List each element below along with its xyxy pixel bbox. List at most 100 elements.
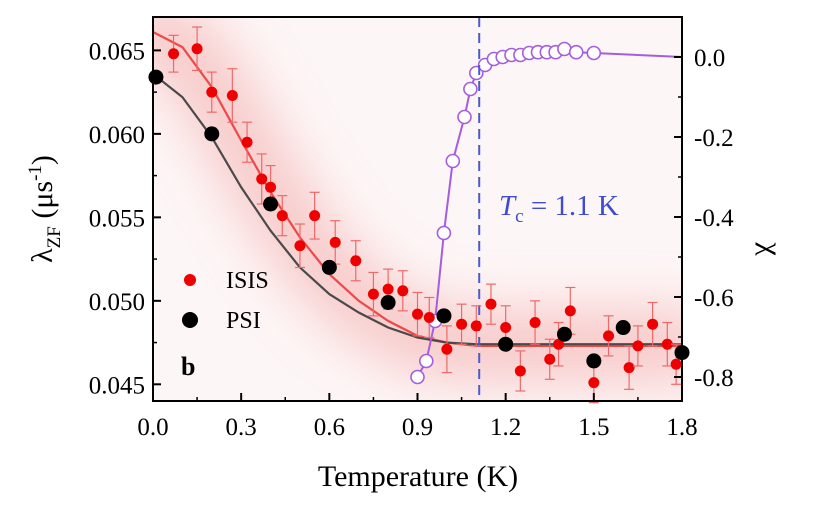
y-left-axis-title-rest: (μs bbox=[26, 181, 59, 226]
isis-marker bbox=[603, 330, 615, 342]
x-tick-label: 1.5 bbox=[578, 414, 609, 441]
y-left-tick-label: 0.065 bbox=[89, 38, 145, 65]
y-right-tick-label: -0.6 bbox=[694, 285, 734, 312]
psi-marker bbox=[556, 326, 572, 342]
x-axis-ticks: 0.0 0.3 0.6 0.9 1.2 1.5 1.8 bbox=[137, 393, 698, 441]
isis-marker bbox=[265, 181, 277, 193]
legend-isis-marker bbox=[184, 274, 196, 286]
isis-point bbox=[441, 325, 453, 374]
isis-marker bbox=[441, 343, 453, 355]
isis-point bbox=[553, 321, 565, 367]
chi-point bbox=[445, 153, 461, 169]
isis-point bbox=[470, 305, 482, 347]
isis-point bbox=[309, 191, 321, 240]
isis-point bbox=[423, 296, 435, 339]
isis-point bbox=[647, 301, 659, 347]
psi-marker bbox=[321, 259, 337, 275]
isis-point bbox=[168, 34, 180, 73]
psi-marker bbox=[263, 196, 279, 212]
isis-point bbox=[529, 300, 541, 345]
psi-point bbox=[615, 320, 631, 336]
tc-annotation-symbol: T bbox=[499, 190, 517, 222]
isis-point bbox=[632, 325, 644, 367]
isis-point bbox=[514, 350, 526, 392]
y-left-tick-label: 0.060 bbox=[89, 122, 145, 149]
y-left-axis-title: λZF (μs-1) bbox=[25, 155, 65, 263]
tc-annotation-value: = 1.1 K bbox=[524, 190, 619, 222]
isis-marker bbox=[397, 285, 409, 297]
isis-marker bbox=[670, 358, 682, 370]
x-axis-title: Temperature (K) bbox=[318, 460, 518, 493]
isis-point bbox=[350, 240, 362, 282]
chi-point bbox=[410, 369, 425, 385]
psi-marker bbox=[436, 308, 452, 324]
isis-point bbox=[241, 121, 253, 163]
isis-point bbox=[191, 26, 203, 72]
isis-point bbox=[226, 68, 238, 123]
y-left-axis-title-main: λ bbox=[26, 248, 59, 263]
legend-psi-label: PSI bbox=[226, 308, 261, 334]
x-tick-label: 0.0 bbox=[137, 414, 168, 441]
isis-marker bbox=[623, 362, 635, 374]
isis-marker bbox=[206, 86, 218, 98]
isis-marker bbox=[241, 136, 253, 148]
isis-point bbox=[456, 303, 468, 345]
psi-point bbox=[556, 326, 572, 342]
fit-curve-psi bbox=[153, 72, 682, 346]
y-left-tick-label: 0.045 bbox=[89, 372, 145, 399]
y-right-axis-title: χ bbox=[755, 241, 788, 256]
isis-marker bbox=[470, 320, 482, 332]
isis-marker bbox=[456, 318, 468, 330]
isis-point bbox=[544, 338, 556, 380]
y-left-tick-label: 0.055 bbox=[89, 205, 145, 232]
isis-point bbox=[276, 195, 288, 237]
x-tick-label: 1.8 bbox=[666, 414, 697, 441]
y-right-tick-label: -0.4 bbox=[694, 205, 734, 232]
isis-marker bbox=[500, 322, 512, 334]
legend: ISIS PSI bbox=[182, 268, 269, 334]
isis-point bbox=[661, 321, 673, 367]
y-left-tick-label: 0.050 bbox=[89, 289, 145, 316]
isis-marker bbox=[647, 318, 659, 330]
psi-marker bbox=[615, 320, 631, 336]
isis-marker bbox=[553, 338, 565, 350]
isis-point bbox=[412, 291, 423, 337]
psi-point bbox=[263, 196, 279, 212]
isis-marker bbox=[191, 43, 203, 55]
isis-marker bbox=[276, 210, 288, 222]
isis-marker bbox=[564, 305, 576, 317]
psi-point bbox=[204, 126, 220, 142]
psi-point bbox=[498, 336, 514, 352]
psi-series bbox=[148, 69, 690, 369]
tc-annotation: Tc = 1.1 K bbox=[499, 190, 619, 227]
psi-point bbox=[148, 69, 164, 85]
isis-marker bbox=[632, 340, 644, 352]
chi-point bbox=[568, 44, 584, 60]
psi-point bbox=[436, 308, 452, 324]
isis-marker bbox=[226, 89, 238, 101]
psi-marker bbox=[498, 336, 514, 352]
y-right-tick-label: -0.8 bbox=[694, 365, 734, 392]
y-left-axis-title-close: ) bbox=[26, 155, 59, 165]
x-tick-label: 0.9 bbox=[402, 414, 433, 441]
isis-marker bbox=[514, 365, 526, 377]
chi-point bbox=[418, 353, 434, 369]
isis-marker bbox=[168, 48, 180, 60]
isis-point bbox=[485, 283, 497, 325]
isis-marker bbox=[309, 210, 321, 222]
psi-point bbox=[586, 353, 602, 369]
psi-point bbox=[380, 294, 396, 310]
panel-label: b bbox=[181, 352, 195, 381]
isis-point bbox=[397, 270, 409, 312]
tc-annotation-sub: c bbox=[515, 206, 523, 227]
isis-marker bbox=[294, 240, 306, 252]
isis-marker bbox=[423, 312, 435, 324]
psi-marker bbox=[586, 353, 602, 369]
chi-point bbox=[436, 225, 452, 241]
y-left-axis-title-sup: -1 bbox=[25, 165, 46, 181]
isis-marker bbox=[329, 236, 341, 248]
isis-marker bbox=[256, 173, 268, 185]
legend-isis-label: ISIS bbox=[226, 268, 269, 294]
psi-point bbox=[321, 259, 337, 275]
